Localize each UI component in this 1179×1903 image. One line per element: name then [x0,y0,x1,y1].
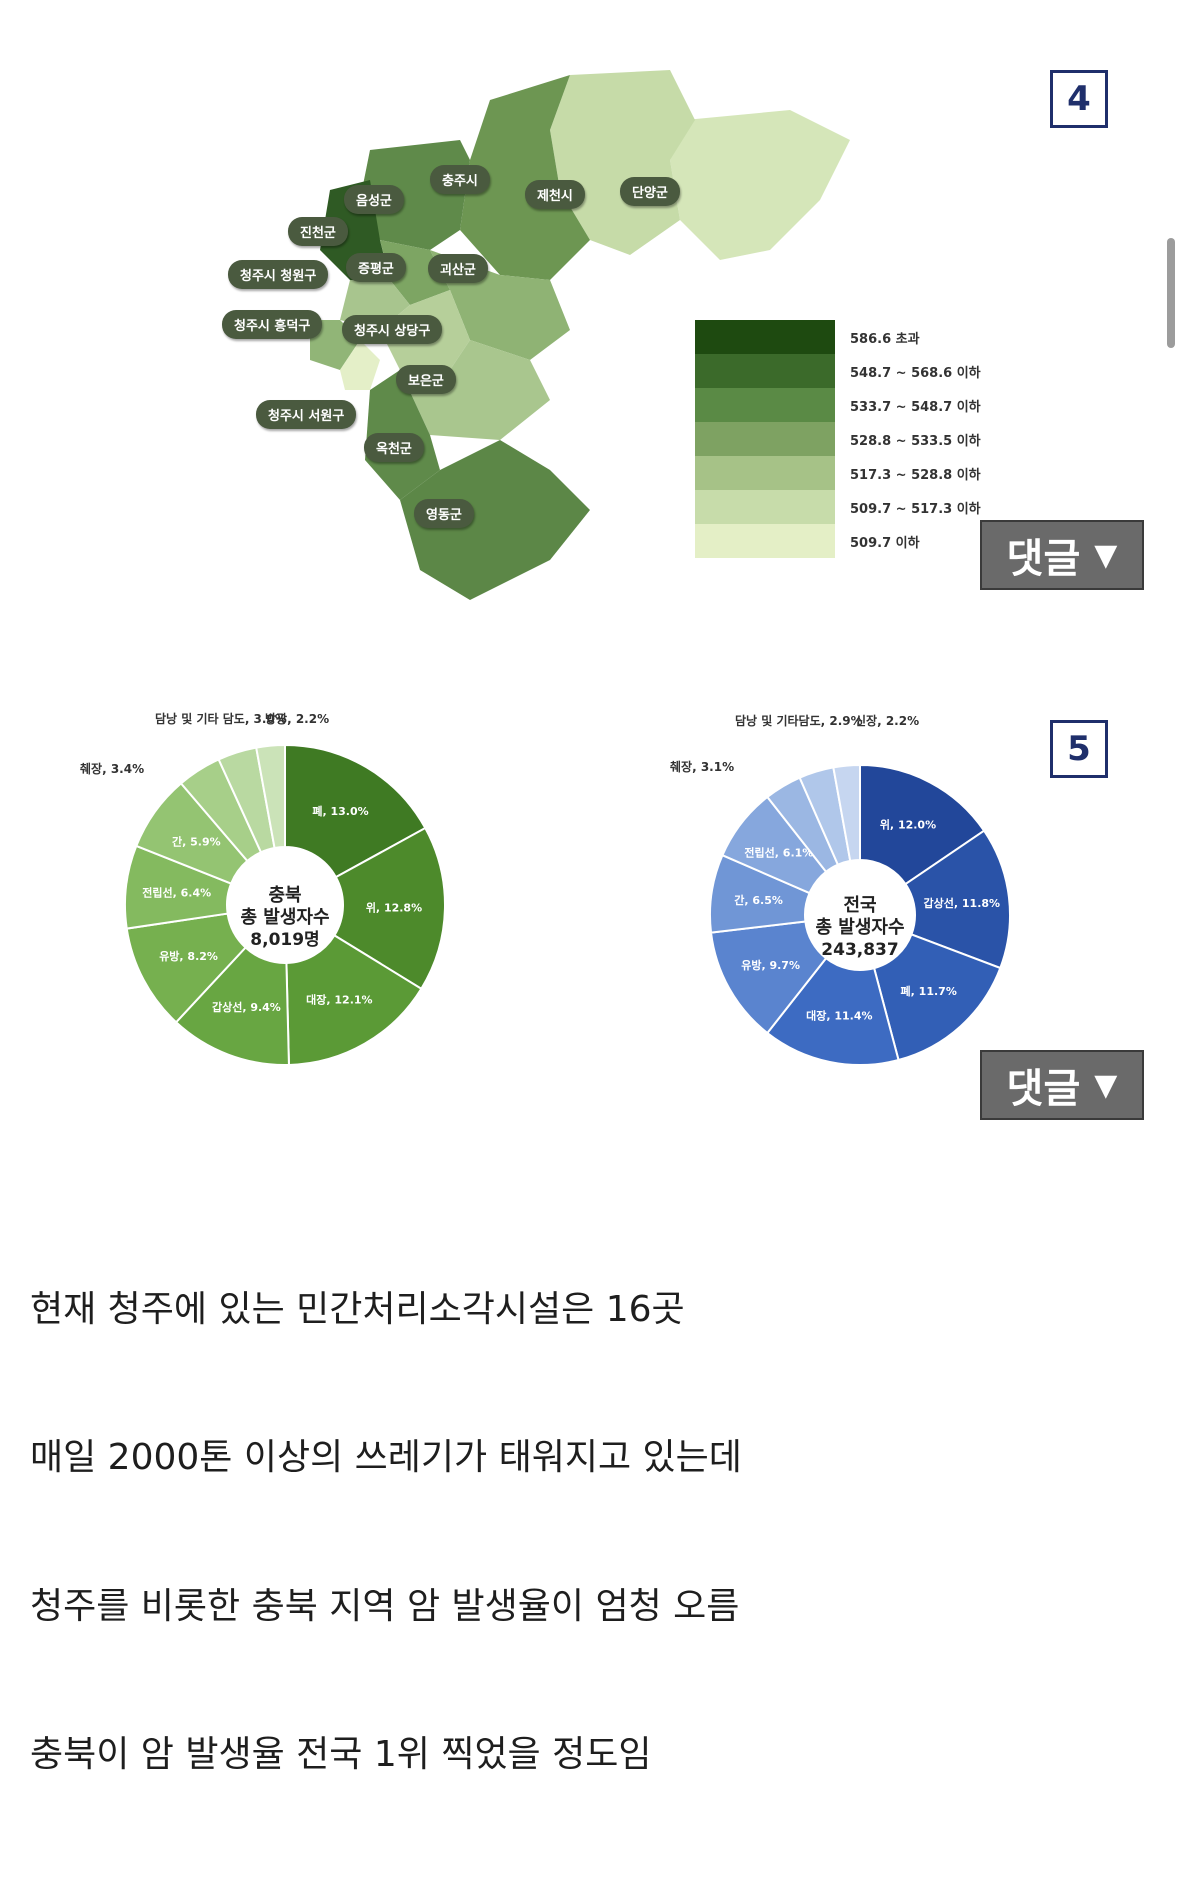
comment-button[interactable]: 댓글 ▼ [980,1050,1144,1120]
map-label-goesan: 괴산군 [428,254,488,283]
region-danyang [670,110,850,260]
legend-swatch [695,388,835,422]
comment-button[interactable]: 댓글 ▼ [980,520,1144,590]
slice-label: 폐, 11.7% [901,984,957,998]
legend-label: 509.7 이하 [850,535,920,551]
body-paragraph: 현재 청주에 있는 민간처리소각시설은 16곳 [30,1289,685,1330]
slice-label: 간, 6.5% [734,893,783,907]
legend-swatch [695,354,835,388]
legend-label: 586.6 초과 [850,331,920,347]
legend-item: 528.8 ~ 533.5 이하 [695,422,981,456]
map-label-yeongdong: 영동군 [414,499,474,528]
donut-slice-방광 [255,743,286,850]
legend-label: 517.3 ~ 528.8 이하 [850,467,981,483]
map-label-heungdeok: 청주시 흥덕구 [222,310,323,339]
slice-label: 대장, 12.1% [306,992,372,1006]
map-label-cheongwon: 청주시 청원구 [228,260,329,289]
scrollbar-thumb[interactable] [1167,238,1175,348]
legend-item: 509.7 이하 [695,524,920,558]
slice-label: 위, 12.8% [366,902,422,915]
map-label-jeungpyeong: 증평군 [346,253,406,282]
slice-label-external: 신장, 2.2% [855,714,920,728]
slice-label-external: 방광, 2.2% [265,712,330,726]
center-value: 243,837 [821,940,899,960]
region-jecheon [550,70,695,255]
slice-label: 유방, 8.2% [159,949,218,963]
donut-center-national: 전국 총 발생자수 243,837 [790,895,930,961]
center-title: 충북 [268,885,302,906]
region-seowon [340,340,380,390]
slice-label-external: 담낭 및 기타담도, 2.9% [735,714,863,728]
body-paragraph: 청주를 비롯한 충북 지역 암 발생율이 엄청 오름 [30,1586,740,1627]
legend-swatch [695,490,835,524]
legend-label: 533.7 ~ 548.7 이하 [850,399,981,415]
body-paragraph: 매일 2000톤 이상의 쓰레기가 태워지고 있는데 [30,1437,742,1478]
legend-item: 586.6 초과 [695,320,920,354]
map-label-sangdang: 청주시 상당구 [342,315,443,344]
map-legend: 586.6 초과 548.7 ~ 568.6 이하 533.7 ~ 548.7 … [695,320,995,560]
map-label-eumseong: 음성군 [344,185,404,214]
body-paragraph: 충북이 암 발생율 전국 1위 찍었을 정도임 [30,1734,652,1775]
slice-label: 전립선, 6.1% [744,845,813,859]
donut-slice-신장 [832,763,861,863]
legend-swatch [695,320,835,354]
legend-item: 533.7 ~ 548.7 이하 [695,388,981,422]
figure-4-map: 음성군 충주시 제천시 단양군 진천군 증평군 괴산군 청주시 청원구 청주시 … [30,40,1144,610]
slice-label: 유방, 9.7% [741,958,800,972]
donut-slice-위 [859,763,986,886]
slice-label: 전립선, 6.4% [142,885,211,899]
slice-label: 위, 12.0% [880,818,936,831]
region-yeongdong [400,440,590,600]
legend-item: 548.7 ~ 568.6 이하 [695,354,981,388]
slice-label: 간, 5.9% [172,835,221,849]
figure-number-badge: 5 [1050,720,1108,778]
map-label-jecheon: 제천시 [525,180,585,209]
region-boeun [400,340,550,440]
map-label-jincheon: 진천군 [288,217,348,246]
map-label-boeun: 보은군 [396,365,456,394]
center-title: 전국 [843,895,877,916]
slice-label: 폐, 13.0% [312,804,368,818]
triangle-down-icon: ▼ [1094,1067,1118,1103]
slice-label-external: 담낭 및 기타 담도, 3.0% [155,712,287,726]
slice-label: 갑상선, 11.8% [924,896,1001,910]
legend-label: 528.8 ~ 533.5 이하 [850,433,981,449]
donut-slice-대장 [285,933,423,1066]
map-label-okcheon: 옥천군 [364,433,424,462]
slice-label-external: 췌장, 3.4% [80,762,145,776]
legend-swatch [695,456,835,490]
legend-label: 509.7 ~ 517.3 이하 [850,501,981,517]
map-label-chungju: 충주시 [430,165,490,194]
region-chungju [460,75,590,280]
donut-slice-대장 [765,956,900,1066]
slice-label: 대장, 11.4% [806,1008,872,1022]
legend-item: 517.3 ~ 528.8 이하 [695,456,981,490]
center-subtitle: 총 발생자수 [240,907,330,928]
comment-button-label: 댓글 [1006,536,1081,582]
center-subtitle: 총 발생자수 [815,917,905,938]
donut-slice-갑상선 [904,829,1011,970]
donut-slice-폐 [872,933,1002,1062]
slice-label-external: 췌장, 3.1% [670,760,735,774]
donut-chart-chungbuk: 폐, 13.0% 위, 12.8% 대장, 12.1% 갑상선, 9.4% 유방, 8.… [124,743,446,1066]
legend-label: 548.7 ~ 568.6 이하 [850,365,981,381]
slice-label: 갑상선, 9.4% [212,1000,281,1014]
figure-number-badge: 4 [1050,70,1108,128]
triangle-down-icon: ▼ [1094,537,1118,573]
legend-item: 509.7 ~ 517.3 이하 [695,490,981,524]
map-label-seowon: 청주시 서원구 [256,400,357,429]
legend-swatch [695,422,835,456]
comment-button-label: 댓글 [1006,1066,1081,1112]
map-label-danyang: 단양군 [620,177,680,206]
figure-5-donut-charts: 폐, 13.0% 위, 12.8% 대장, 12.1% 갑상선, 9.4% 유방, 8.… [30,700,1144,1140]
donut-slice-폐 [284,743,427,879]
donut-chart-national: 위, 12.0% 갑상선, 11.8% 폐, 11.7% 대장, 11.4% 유방, 9… [709,763,1011,1066]
donut-slice-위 [333,826,446,991]
center-value: 8,019명 [250,930,320,950]
donut-center-chungbuk: 충북 총 발생자수 8,019명 [215,885,355,951]
legend-swatch [695,524,835,558]
